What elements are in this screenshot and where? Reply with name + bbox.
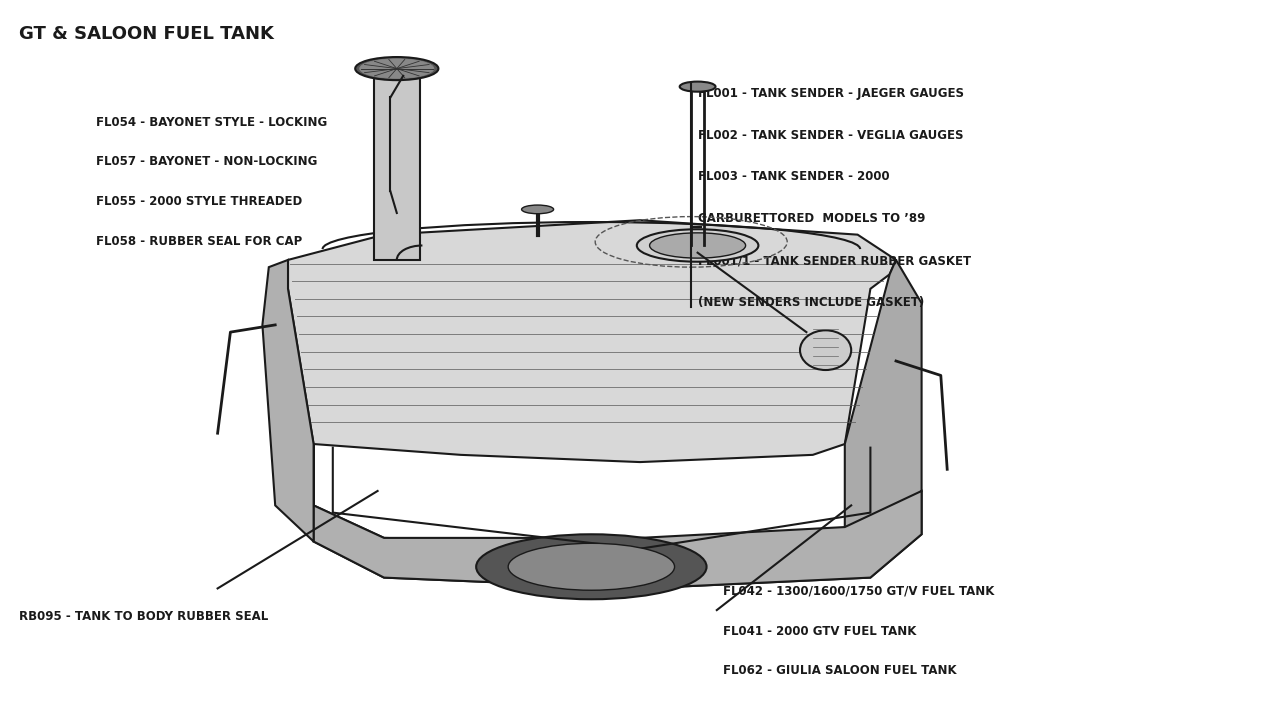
- Text: FL001 - TANK SENDER - JAEGER GAUGES: FL001 - TANK SENDER - JAEGER GAUGES: [698, 87, 964, 100]
- Ellipse shape: [522, 205, 554, 214]
- Ellipse shape: [508, 543, 675, 591]
- Text: FL002 - TANK SENDER - VEGLIA GAUGES: FL002 - TANK SENDER - VEGLIA GAUGES: [698, 129, 963, 142]
- Polygon shape: [314, 491, 922, 588]
- Text: FL042 - 1300/1600/1750 GT/V FUEL TANK: FL042 - 1300/1600/1750 GT/V FUEL TANK: [723, 585, 995, 598]
- Text: FL041 - 2000 GTV FUEL TANK: FL041 - 2000 GTV FUEL TANK: [723, 625, 916, 638]
- Ellipse shape: [360, 59, 434, 78]
- Ellipse shape: [649, 232, 745, 258]
- Text: CARBURETTORED  MODELS TO ’89: CARBURETTORED MODELS TO ’89: [698, 212, 925, 225]
- Polygon shape: [314, 444, 922, 588]
- Polygon shape: [845, 260, 922, 534]
- Ellipse shape: [476, 534, 707, 599]
- Text: FL054 - BAYONET STYLE - LOCKING: FL054 - BAYONET STYLE - LOCKING: [96, 116, 328, 129]
- Ellipse shape: [800, 331, 851, 370]
- Text: FL058 - RUBBER SEAL FOR CAP: FL058 - RUBBER SEAL FOR CAP: [96, 235, 302, 248]
- Text: (NEW SENDERS INCLUDE GASKET): (NEW SENDERS INCLUDE GASKET): [698, 296, 924, 309]
- Text: FL062 - GIULIA SALOON FUEL TANK: FL062 - GIULIA SALOON FUEL TANK: [723, 664, 957, 677]
- Ellipse shape: [374, 66, 420, 79]
- Ellipse shape: [680, 82, 716, 92]
- Text: GT & SALOON FUEL TANK: GT & SALOON FUEL TANK: [19, 25, 274, 43]
- Text: FL055 - 2000 STYLE THREADED: FL055 - 2000 STYLE THREADED: [96, 195, 302, 208]
- Ellipse shape: [356, 57, 439, 80]
- Polygon shape: [288, 220, 896, 462]
- Text: FL057 - BAYONET - NON-LOCKING: FL057 - BAYONET - NON-LOCKING: [96, 155, 317, 168]
- Text: FL001/1 - TANK SENDER RUBBER GASKET: FL001/1 - TANK SENDER RUBBER GASKET: [698, 254, 970, 267]
- Text: FL003 - TANK SENDER - 2000: FL003 - TANK SENDER - 2000: [698, 170, 890, 183]
- Ellipse shape: [637, 229, 758, 261]
- Polygon shape: [374, 72, 420, 260]
- Polygon shape: [262, 260, 314, 542]
- Text: RB095 - TANK TO BODY RUBBER SEAL: RB095 - TANK TO BODY RUBBER SEAL: [19, 610, 269, 623]
